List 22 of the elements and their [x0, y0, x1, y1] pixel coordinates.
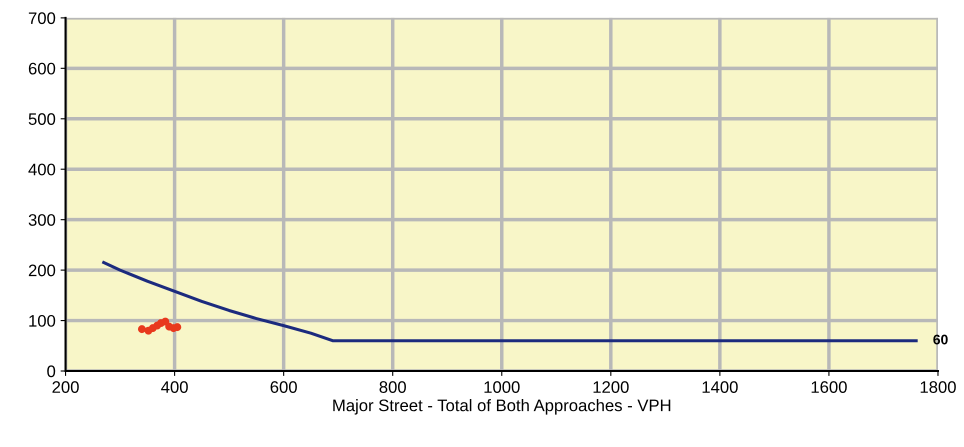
y-tick-label: 0 [47, 365, 56, 378]
y-tick-label: 300 [28, 214, 56, 226]
x-tick-label: 1800 [920, 381, 956, 393]
point [161, 318, 170, 326]
y-tick-label: 100 [29, 314, 56, 327]
x-tick-label: 200 [52, 381, 79, 393]
y-tick-label: 600 [28, 62, 56, 75]
x-tick-label: 1400 [702, 381, 738, 393]
x-tick-label: 1000 [484, 381, 520, 393]
x-tick-label: 400 [161, 381, 188, 393]
y-tick-label: 500 [28, 113, 56, 125]
line-series [102, 261, 918, 342]
x-tick-label: 600 [270, 381, 297, 393]
x-tick-label: 800 [380, 381, 406, 393]
y-tick-label: 400 [28, 164, 56, 176]
y-tick-label: 700 [28, 12, 56, 24]
annotation: 60 [933, 334, 948, 344]
x-tick-label: 1200 [594, 381, 629, 393]
x-tick-label: 1600 [812, 381, 847, 393]
y-tick-label: 200 [28, 264, 56, 276]
x-axis-title: Major Street - Total of Both Approaches - VPH [333, 399, 670, 415]
point [138, 325, 146, 334]
